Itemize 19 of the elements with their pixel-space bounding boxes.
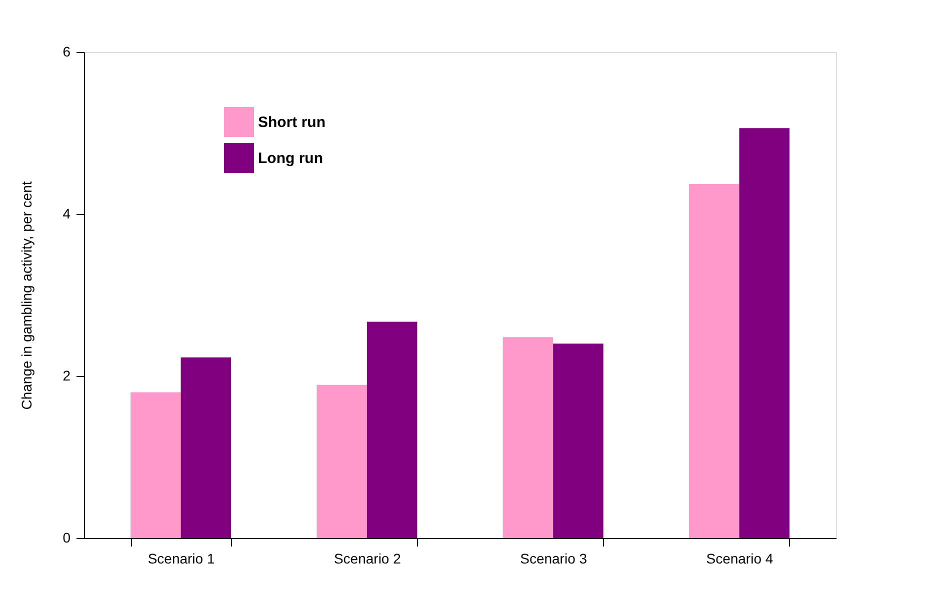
bar <box>553 344 604 538</box>
bar <box>502 337 554 538</box>
x-tick-label: Scenario 4 <box>706 550 774 566</box>
y-tick-label: 0 <box>62 530 71 546</box>
y-tick-label: 6 <box>62 44 71 60</box>
bar <box>366 322 418 538</box>
bar <box>130 392 181 538</box>
y-tick-label: 2 <box>62 368 71 384</box>
bar <box>688 184 740 538</box>
bar <box>316 384 367 538</box>
x-tick-label: Scenario 2 <box>334 550 402 566</box>
legend-label: Short run <box>258 114 326 131</box>
x-tick-label: Scenario 3 <box>520 550 588 566</box>
legend-label: Long run <box>258 150 323 167</box>
bar <box>739 128 790 538</box>
y-axis-title: Change in gambling activity, per cent <box>18 181 35 410</box>
y-tick-label: 4 <box>62 206 71 222</box>
bar <box>180 357 232 538</box>
x-tick-label: Scenario 1 <box>148 550 215 566</box>
